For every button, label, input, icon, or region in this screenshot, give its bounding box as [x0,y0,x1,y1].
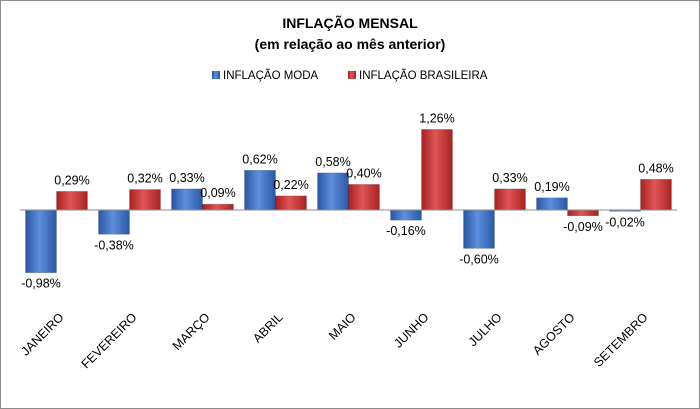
x-tick-label: ABRIL [250,310,285,345]
data-label-moda-5: -0,16% [386,224,426,238]
data-label-moda-0: -0,98% [21,277,61,291]
bar-brasileira-4 [348,184,380,211]
data-label-brasileira-2: 0,09% [200,186,235,200]
data-label-moda-1: -0,38% [94,238,134,252]
x-tick-label: JUNHO [391,310,432,351]
x-tick-label: FEVEREIRO [79,310,140,371]
data-label-moda-4: 0,58% [315,155,350,169]
bar-moda-1 [98,209,130,235]
bar-brasileira-6 [494,188,526,211]
chart-subtitle: (em relação ao mês anterior) [255,36,446,52]
data-label-brasileira-3: 0,22% [273,178,308,192]
bar-moda-5 [390,209,422,221]
legend-swatch-brasileira [348,71,356,79]
bar-moda-3 [244,170,276,211]
data-label-moda-7: 0,19% [534,180,569,194]
data-label-moda-6: -0,60% [459,252,499,266]
x-tick-label: SETEMBRO [591,310,651,370]
x-tick-label: MARÇO [170,310,213,353]
data-label-brasileira-0: 0,29% [54,173,89,187]
bar-brasileira-3 [275,195,307,211]
x-tick-label: JANEIRO [18,310,66,358]
bar-moda-7 [536,197,568,211]
legend: INFLAÇÃO MODA INFLAÇÃO BRASILEIRA [212,69,488,82]
data-label-moda-3: 0,62% [242,152,277,166]
legend-swatch-moda [212,71,220,79]
bar-brasileira-8 [640,179,672,211]
chart-title: INFLAÇÃO MENSAL [282,14,418,31]
bar-brasileira-1 [129,189,161,211]
data-label-brasileira-8: 0,48% [638,161,673,175]
bar-moda-2 [171,188,203,211]
data-label-moda-8: -0,02% [605,215,645,229]
data-label-brasileira-1: 0,32% [127,172,162,186]
plot-area: -0,98% 0,29% JANEIRO -0,38% 0,32% FEVEREIRO 0,… [18,111,677,371]
x-tick-label: JULHO [466,310,505,349]
legend-label-brasileira: INFLAÇÃO BRASILEIRA [359,69,488,82]
bar-moda-0 [25,209,57,273]
legend-label-moda: INFLAÇÃO MODA [223,69,319,82]
bar-moda-4 [317,172,349,211]
data-label-brasileira-6: 0,33% [492,171,527,185]
data-label-brasileira-7: -0,09% [563,220,603,234]
bar-brasileira-2 [202,203,234,211]
data-label-moda-2: 0,33% [169,171,204,185]
bar-brasileira-5 [421,129,453,211]
bar-brasileira-0 [56,191,88,211]
bar-brasileira-7 [567,209,599,217]
x-tick-label: MAIO [326,310,359,343]
x-tick-label: AGOSTO [530,310,578,358]
data-label-brasileira-5: 1,26% [419,111,454,125]
bar-moda-6 [463,209,495,249]
data-label-brasileira-4: 0,40% [346,166,381,180]
